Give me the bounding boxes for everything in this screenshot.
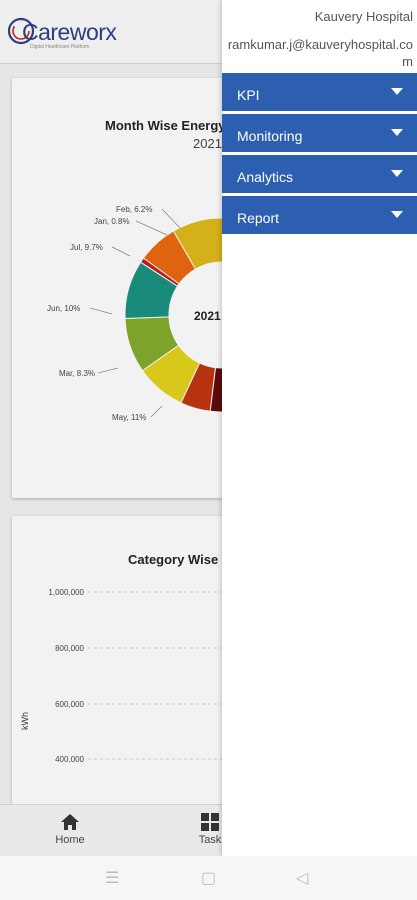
logo-tagline: Digital Healthcare Platform (30, 44, 90, 50)
donut-chart[interactable]: Feb, 6.2% Jan, 0.8% Jul, 9.7% Jun, 10% Mar, … (12, 78, 232, 498)
nav-home[interactable]: Home (40, 813, 100, 846)
y-tick-label: 400,000 (55, 755, 84, 764)
card-title: Category Wise (128, 552, 219, 567)
leader-line (89, 307, 113, 315)
y-tick-label: 600,000 (55, 700, 84, 709)
leader-line (161, 208, 181, 229)
nav-home-label: Home (55, 834, 85, 846)
careworx-logo[interactable]: Careworx Digital Healthcare Platform (6, 14, 117, 54)
slice-label: Jul, 9.7% (70, 243, 103, 252)
y-axis-label: kWh (20, 712, 30, 730)
nav-task-label: Task (198, 834, 222, 846)
slice-label: Jun, 10% (47, 304, 80, 313)
home-button-icon[interactable]: ▢ (201, 870, 217, 887)
menu-item-analytics[interactable]: Analytics (222, 155, 417, 193)
home-icon (61, 814, 79, 830)
card-subtitle: 2021 (193, 136, 222, 151)
menu-item-label: Monitoring (237, 128, 303, 144)
slice-label: May, 11% (112, 413, 146, 422)
logo-ring-icon (7, 17, 35, 45)
nav-task[interactable]: Task (180, 813, 240, 846)
menu-item-label: KPI (237, 87, 260, 103)
system-nav-bar: ☰ ▢ ◁ (0, 856, 417, 900)
drawer-menu: KPI Monitoring Analytics Report (222, 73, 417, 237)
donut-center-label: 2021 (194, 309, 221, 323)
slice-label: Feb, 6.2% (116, 205, 152, 214)
chevron-down-icon (391, 88, 403, 95)
leader-line (97, 367, 119, 374)
grid-icon (201, 813, 219, 831)
card-title: Month Wise Energy (105, 118, 226, 133)
recent-apps-icon[interactable]: ☰ (105, 870, 120, 887)
menu-item-report[interactable]: Report (222, 196, 417, 234)
month-wise-energy-card: Month Wise Energy 2021 Feb, 6.2% Jan, 0.8… (12, 78, 232, 498)
logo-text: Careworx (22, 19, 117, 45)
chevron-down-icon (391, 211, 403, 218)
back-icon[interactable]: ◁ (296, 870, 309, 887)
user-email: ramkumar.j@kauveryhospital.com (227, 37, 413, 69)
slice-label: Jan, 0.8% (94, 217, 130, 226)
leader-line (135, 220, 168, 236)
navigation-drawer: Kauvery Hospital ramkumar.j@kauveryhospi… (222, 0, 417, 856)
chevron-down-icon (391, 129, 403, 136)
menu-item-label: Analytics (237, 169, 294, 185)
leader-line (111, 246, 131, 257)
category-wise-card: Category Wise 1,000,000 800,000 600,000 400… (12, 516, 232, 806)
y-tick-label: 1,000,000 (48, 588, 84, 597)
y-tick-label: 800,000 (55, 644, 84, 653)
donut-slice[interactable] (180, 362, 217, 412)
menu-item-monitoring[interactable]: Monitoring (222, 114, 417, 152)
bar-chart[interactable]: 1,000,000 800,000 600,000 400,000 (12, 516, 232, 806)
donut-slice[interactable] (141, 344, 201, 404)
hospital-name: Kauvery Hospital (314, 9, 413, 24)
slice-label: Mar, 8.3% (59, 369, 95, 378)
leader-line (150, 405, 163, 418)
menu-item-kpi[interactable]: KPI (222, 73, 417, 111)
chevron-down-icon (391, 170, 403, 177)
menu-item-label: Report (237, 210, 280, 226)
